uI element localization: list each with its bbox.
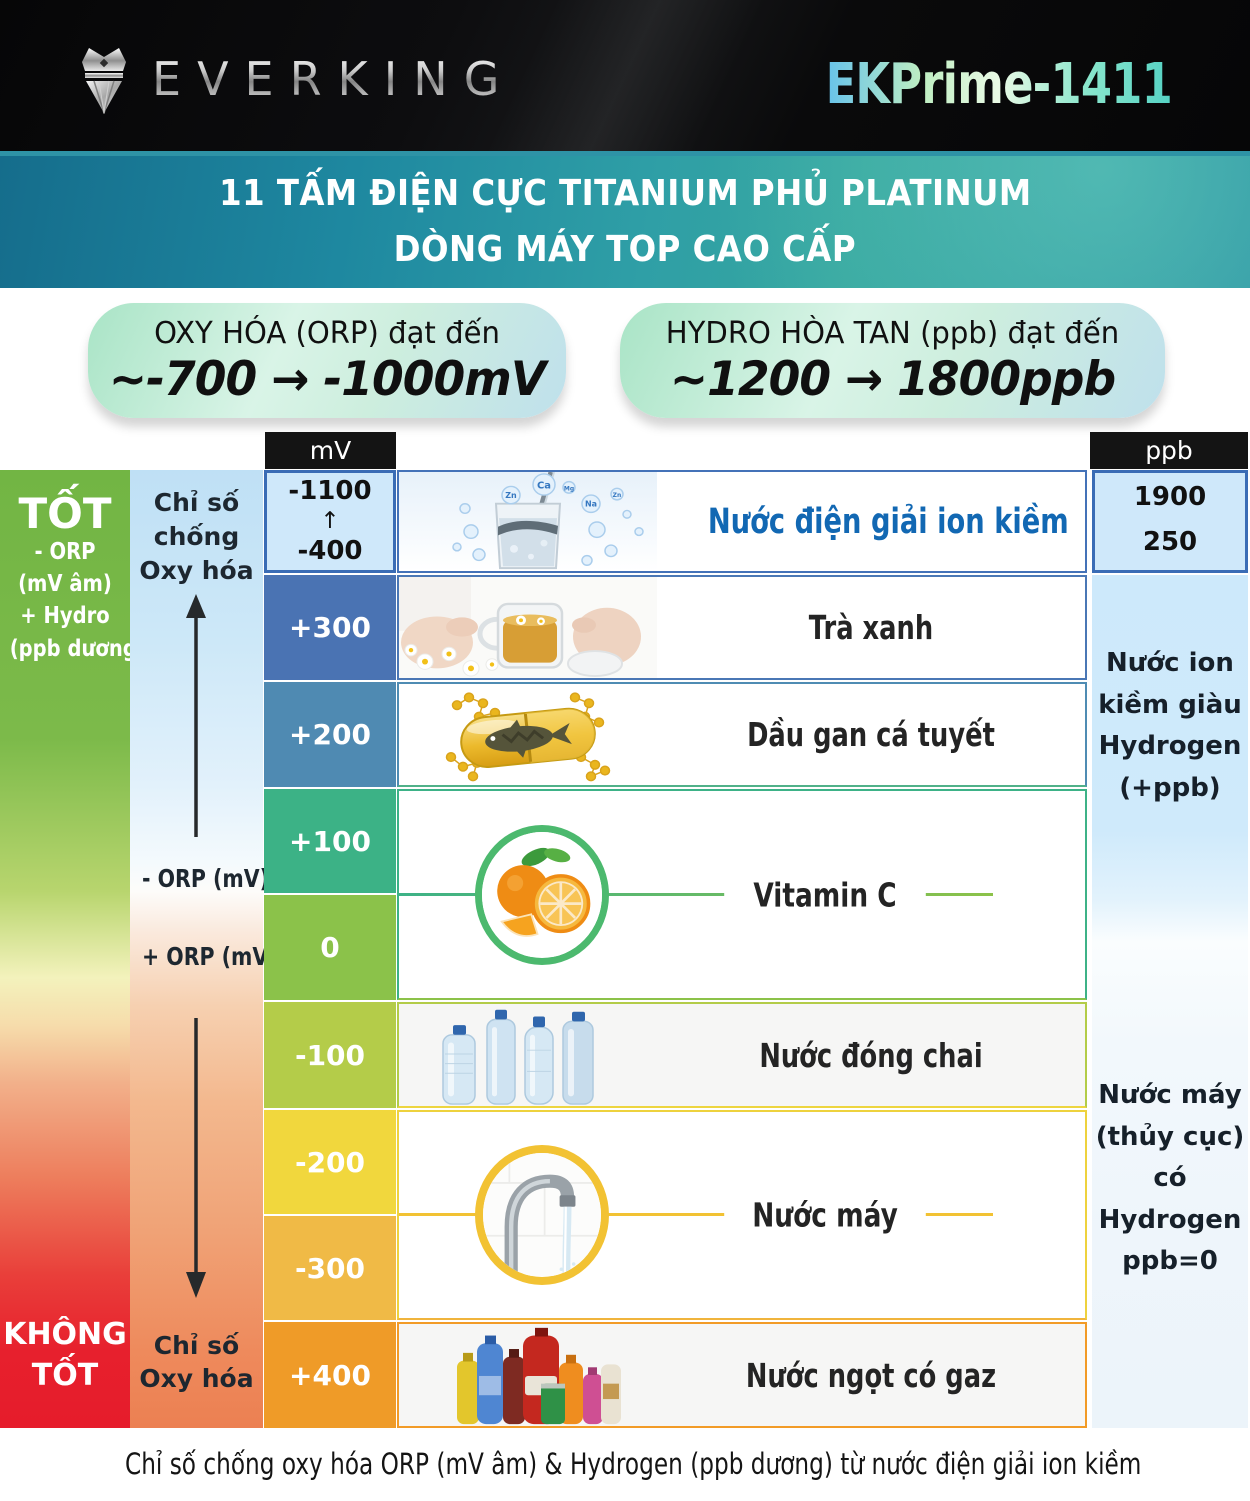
oxidation-label: Chỉ số Oxy hóa xyxy=(130,1329,263,1397)
up-arrow-icon xyxy=(186,594,206,837)
ox-line: Oxy hóa xyxy=(139,1364,254,1394)
tap-line: (thủy cục) xyxy=(1095,1121,1245,1152)
hydro-badge-value: ~1200 → 1800ppb xyxy=(669,352,1116,407)
mv-block: +100 xyxy=(264,789,396,893)
tap-line: Nước máy xyxy=(1098,1080,1242,1110)
good-label-block: TỐT - ORP (mV âm) + Hydro (ppb dương) xyxy=(0,489,146,665)
row-label-cod-liver-oil: Dầu gan cá tuyết xyxy=(747,715,995,754)
ppb-max: 1900 xyxy=(1133,482,1207,512)
anti-ox-line: Oxy hóa xyxy=(139,555,254,585)
tap-faucet-image xyxy=(475,1145,609,1285)
ppb-ionized-cell: 1900 250 xyxy=(1092,470,1248,573)
mv-block: -300 xyxy=(264,1216,396,1320)
tap-line: có xyxy=(1153,1163,1187,1194)
crown-diamond-icon xyxy=(82,48,126,114)
down-arrow-icon xyxy=(186,1018,206,1298)
mv-unit-header: mV xyxy=(265,432,396,469)
row-bottled-water: Nước đóng chai xyxy=(397,1002,1087,1108)
fish-oil-capsule-image xyxy=(399,684,657,785)
tap-line: Hydrogen xyxy=(1098,1204,1242,1235)
negative-orp-label: - ORP (mV) xyxy=(141,864,269,893)
anti-ox-line: chống xyxy=(153,521,240,551)
mv-max: -1100 xyxy=(288,476,372,507)
ppb-gradient-area: Nước ion kiềm giàu Hydrogen (+ppb) Nước … xyxy=(1092,575,1248,1428)
model-name: EKPrime-1411 xyxy=(825,52,1173,117)
hydro-badge: HYDRO HÒA TAN (ppb) đạt đến ~1200 → 1800… xyxy=(620,303,1165,418)
mineral-zn-label: Zn xyxy=(613,493,622,499)
orp-badge: OXY HÓA (ORP) đạt đến ~-700 → -1000mV xyxy=(88,303,566,418)
green-tea-image xyxy=(399,577,657,678)
mv-block: +200 xyxy=(264,682,396,787)
row-label-bottled-water: Nước đóng chai xyxy=(759,1035,983,1075)
alkaline-hydrogen-label: Nước ion kiềm giàu Hydrogen (+ppb) xyxy=(1092,643,1248,809)
bad-label-block: KHÔNG TỐT xyxy=(0,1315,130,1396)
ppb-unit-header: ppb xyxy=(1090,432,1248,469)
mineral-mg-label: Mg xyxy=(564,486,574,492)
alk-line: Hydrogen xyxy=(1098,731,1242,762)
water-bottles-image xyxy=(399,1004,657,1106)
orp-badge-value: ~-700 → -1000mV xyxy=(108,352,546,407)
title-banner: 11 TẤM ĐIỆN CỰC TITANIUM PHỦ PLATINUM DÒ… xyxy=(0,156,1250,288)
anti-oxidation-label: Chỉ số chống Oxy hóa xyxy=(130,486,263,587)
anti-ox-line: Chỉ số xyxy=(153,488,240,517)
ox-line: Chỉ số xyxy=(153,1330,240,1360)
row-cod-liver-oil: Dầu gan cá tuyết xyxy=(397,682,1087,787)
row-vitamin-c: Vitamin C xyxy=(397,789,1087,1000)
row-green-tea: Trà xanh xyxy=(397,575,1087,680)
mv-value-column: -1100 ↑ -400 +300 +200 +100 0 -100 -200 … xyxy=(264,470,396,1428)
row-label-ionized-water: Nước điện giải ion kiềm xyxy=(707,501,1069,542)
oranges-image xyxy=(475,824,609,965)
bad-line: TỐT xyxy=(31,1357,99,1393)
good-line: + Hydro xyxy=(20,603,110,630)
row-label-vitamin-c: Vitamin C xyxy=(724,865,926,924)
mv-min: -400 xyxy=(297,536,363,567)
good-line: (ppb dương) xyxy=(9,635,146,662)
tap-hydrogen-label: Nước máy (thủy cục) có Hydrogen ppb=0 xyxy=(1092,1075,1248,1283)
banner-line-1: 11 TẤM ĐIỆN CỰC TITANIUM PHỦ PLATINUM xyxy=(218,173,1032,215)
ppb-value-column: 1900 250 Nước ion kiềm giàu Hydrogen (+p… xyxy=(1092,470,1248,1428)
mv-block: -100 xyxy=(264,1002,396,1108)
tap-line: ppb=0 xyxy=(1122,1246,1218,1277)
good-bad-scale-column: TỐT - ORP (mV âm) + Hydro (ppb dương) KH… xyxy=(0,470,146,1428)
mv-block: 0 xyxy=(264,895,396,1000)
row-label-green-tea: Trà xanh xyxy=(808,608,934,647)
oxidation-axis-column: Chỉ số chống Oxy hóa - ORP (mV) + ORP (m… xyxy=(130,470,278,1428)
ppb-min: 250 xyxy=(1142,527,1198,557)
good-line: - ORP xyxy=(34,539,96,566)
drink-rows: Ca Zn Na Mg Zn Nước điện giải ion kiềm xyxy=(397,470,1087,1428)
row-label-tap-water: Nước máy xyxy=(724,1185,926,1245)
soda-bottles-image xyxy=(399,1324,657,1426)
tap-water-divider-line xyxy=(399,1213,993,1216)
mv-block: -200 xyxy=(264,1110,396,1214)
brand-name: EVERKING xyxy=(152,52,516,106)
bottom-caption: Chỉ số chống oxy hóa ORP (mV âm) & Hydro… xyxy=(125,1447,1142,1481)
water-glass-image: Ca Zn Na Mg Zn xyxy=(399,472,657,571)
mineral-zn-label: Zn xyxy=(505,491,516,500)
hydro-badge-title: HYDRO HÒA TAN (ppb) đạt đến xyxy=(665,316,1120,351)
good-line: (mV âm) xyxy=(18,571,112,598)
vitamin-c-divider-line xyxy=(399,892,993,896)
mv-block: +300 xyxy=(264,575,396,680)
good-title: TỐT xyxy=(18,489,112,538)
row-soda: Nước ngọt có gaz xyxy=(397,1322,1087,1428)
bad-line: KHÔNG xyxy=(3,1317,127,1352)
row-tap-water: Nước máy xyxy=(397,1110,1087,1320)
positive-orp-label: + ORP (mV) xyxy=(141,942,278,971)
banner-line-2: DÒNG MÁY TOP CAO CẤP xyxy=(393,229,857,270)
orp-badge-title: OXY HÓA (ORP) đạt đến xyxy=(154,316,500,351)
row-ionized-water: Ca Zn Na Mg Zn Nước điện giải ion kiềm xyxy=(397,470,1087,573)
mineral-ca-label: Ca xyxy=(537,480,551,491)
mv-ionized-cell: -1100 ↑ -400 xyxy=(264,470,396,573)
mv-range-arrow: ↑ xyxy=(320,507,340,534)
alk-line: Nước ion xyxy=(1106,648,1234,678)
brand-logo: EVERKING xyxy=(76,44,515,114)
alk-line: (+ppb) xyxy=(1119,772,1221,803)
header-bar: EVERKING EKPrime-1411 xyxy=(0,0,1250,156)
mineral-na-label: Na xyxy=(585,500,597,509)
alk-line: kiềm giàu xyxy=(1098,689,1242,720)
row-label-soda: Nước ngọt có gaz xyxy=(745,1355,997,1395)
mv-block: +400 xyxy=(264,1322,396,1428)
